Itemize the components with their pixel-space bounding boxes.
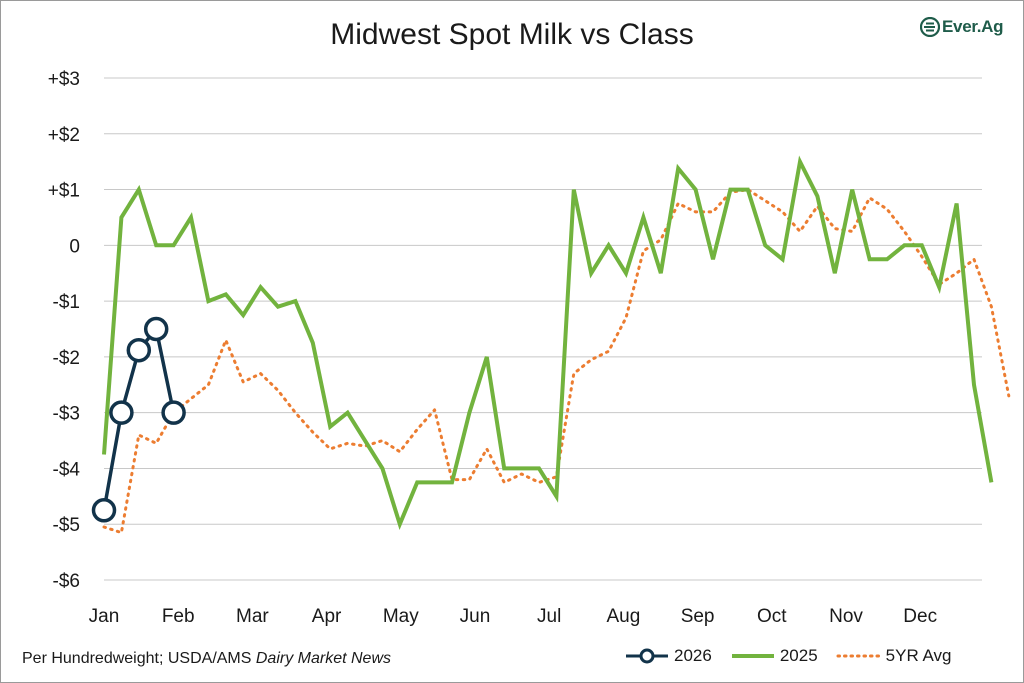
x-tick-label: Apr	[312, 606, 342, 627]
chart-title: Midwest Spot Milk vs Class	[330, 18, 694, 51]
legend-swatch-2025	[731, 654, 774, 658]
y-tick-label: 0	[69, 236, 80, 257]
x-tick-label: Dec	[903, 606, 937, 627]
legend-item-2025: 2025	[730, 646, 818, 666]
y-tick-label: -$3	[53, 404, 80, 425]
y-tick-label: +$3	[48, 69, 80, 90]
ever-ag-logo: Ever.Ag	[920, 14, 1004, 40]
source-italic: Dairy Market News	[255, 650, 392, 667]
source-note: Per Hundredweight; USDA/AMS Dairy Market…	[22, 650, 391, 668]
x-tick-label: Mar	[236, 606, 269, 627]
data-point-2026	[161, 400, 186, 425]
legend-swatch-2026	[626, 648, 668, 664]
y-tick-label: +$2	[48, 125, 80, 146]
legend: 2026 2025 5YR Avg	[624, 645, 970, 667]
y-tick-label: -$6	[53, 571, 80, 592]
legend-label-2026: 2026	[674, 646, 712, 665]
data-point-2026	[109, 400, 134, 425]
x-tick-label: May	[383, 606, 419, 627]
y-tick-label: +$1	[48, 181, 80, 202]
x-tick-label: Sep	[681, 606, 715, 627]
x-tick-label: Oct	[757, 606, 787, 627]
logo-text: Ever.Ag	[942, 17, 1004, 36]
legend-label-5yr-avg: 5YR Avg	[885, 646, 952, 665]
x-tick-label: Aug	[606, 606, 640, 627]
x-tick-label: Jun	[460, 606, 491, 627]
y-tick-label: -$4	[53, 459, 81, 480]
data-point-2026	[143, 316, 169, 342]
y-tick-label: -$2	[53, 348, 80, 369]
y-tick-label: -$5	[53, 515, 80, 536]
series-line-2025	[102, 155, 994, 531]
x-tick-label: Nov	[829, 606, 863, 627]
data-point-2026	[126, 337, 152, 363]
x-tick-label: Jul	[537, 606, 561, 627]
y-tick-label: -$1	[53, 292, 80, 313]
x-tick-label: Feb	[162, 606, 195, 627]
legend-swatch-5yr-avg	[836, 654, 882, 658]
data-point-2026	[91, 498, 117, 523]
source-prefix: Per Hundredweight; USDA/AMS	[22, 650, 256, 667]
x-tick-label: Jan	[89, 606, 120, 627]
legend-item-2026: 2026	[624, 646, 712, 666]
legend-item-5yr-avg: 5YR Avg	[836, 646, 952, 666]
ever-ag-logo-icon	[920, 17, 940, 37]
legend-label-2025: 2025	[779, 646, 818, 665]
